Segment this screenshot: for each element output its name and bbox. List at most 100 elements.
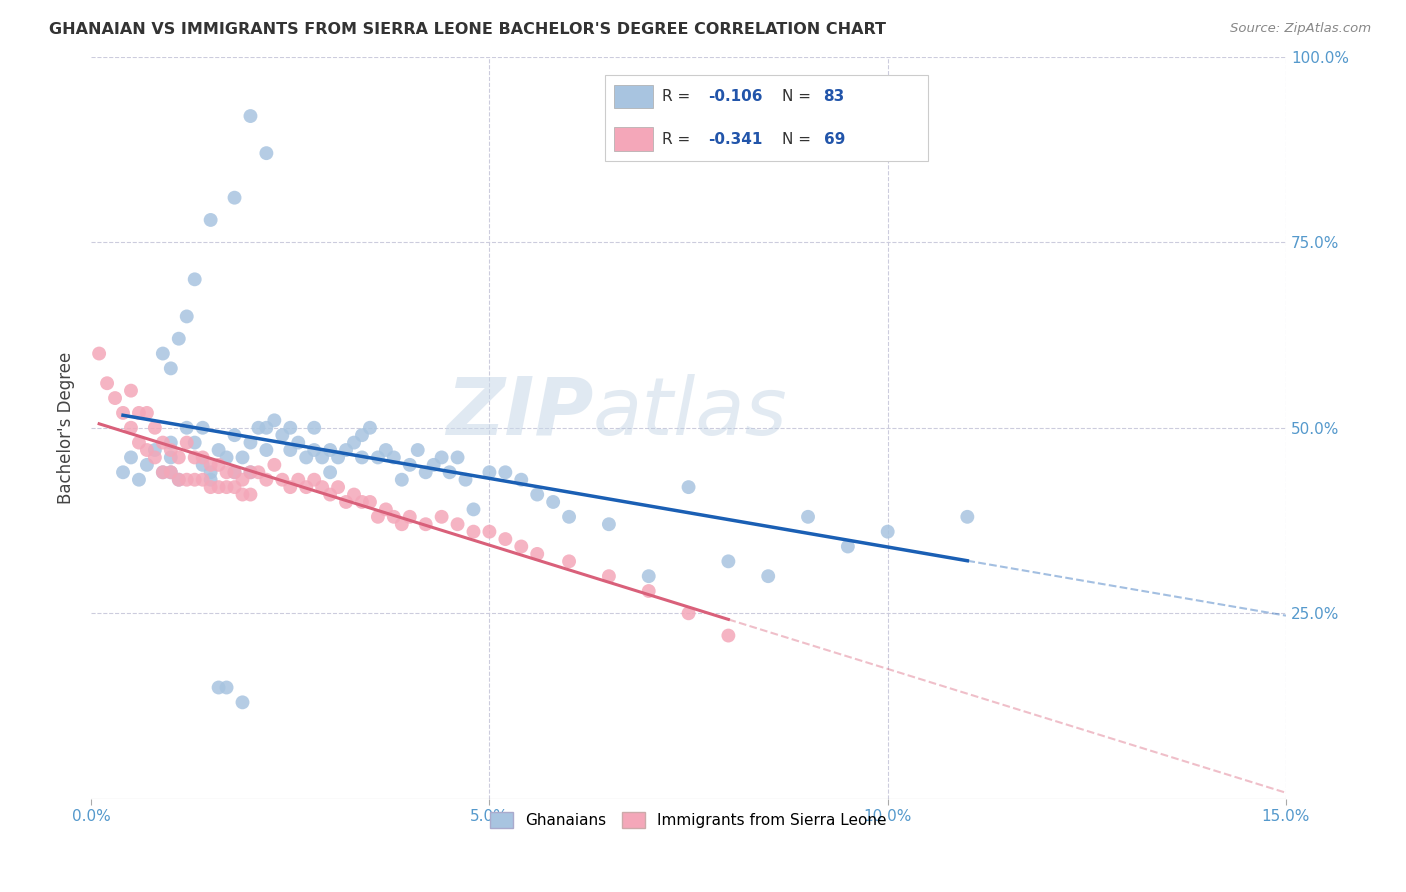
Point: [319, 443, 342, 458]
Point: [350, 495, 373, 509]
Point: [200, 480, 222, 494]
Point: [215, 681, 238, 695]
Point: [302, 421, 325, 435]
Point: [319, 465, 342, 479]
Point: [717, 554, 740, 568]
Point: [152, 465, 174, 479]
Point: [398, 458, 420, 472]
Point: [167, 450, 190, 465]
FancyBboxPatch shape: [614, 128, 652, 151]
Point: [128, 473, 150, 487]
Point: [446, 517, 468, 532]
Point: [191, 458, 214, 472]
FancyBboxPatch shape: [614, 85, 652, 109]
Point: [143, 421, 166, 435]
Point: [207, 681, 229, 695]
Point: [200, 473, 222, 487]
Point: [143, 443, 166, 458]
Point: [374, 443, 396, 458]
Point: [239, 109, 262, 123]
Point: [382, 509, 405, 524]
Point: [359, 421, 381, 435]
Point: [200, 458, 222, 472]
Point: [494, 465, 516, 479]
Point: [183, 450, 205, 465]
Point: [558, 509, 581, 524]
Point: [215, 480, 238, 494]
Point: [295, 450, 318, 465]
Point: [598, 517, 620, 532]
Point: [287, 473, 309, 487]
Point: [247, 465, 270, 479]
Point: [319, 487, 342, 501]
Point: [111, 465, 134, 479]
Point: [183, 473, 205, 487]
Text: 83: 83: [824, 89, 845, 104]
Point: [207, 480, 229, 494]
Point: [876, 524, 898, 539]
Text: R =: R =: [662, 89, 696, 104]
Point: [350, 428, 373, 442]
Point: [278, 421, 301, 435]
Point: [382, 450, 405, 465]
Point: [678, 480, 700, 494]
Point: [254, 473, 277, 487]
Point: [152, 465, 174, 479]
Point: [183, 272, 205, 286]
Point: [343, 435, 366, 450]
Point: [510, 540, 533, 554]
Point: [637, 569, 659, 583]
Point: [287, 435, 309, 450]
Point: [128, 435, 150, 450]
Point: [374, 502, 396, 516]
Point: [478, 465, 501, 479]
Point: [167, 473, 190, 487]
Point: [191, 473, 214, 487]
Point: [263, 413, 285, 427]
Point: [311, 450, 333, 465]
Point: [231, 473, 253, 487]
Point: [159, 450, 181, 465]
Point: [96, 376, 118, 391]
Point: [422, 458, 444, 472]
Point: [120, 450, 142, 465]
Point: [191, 421, 214, 435]
Text: ZIP: ZIP: [446, 374, 593, 452]
Point: [756, 569, 779, 583]
Point: [135, 443, 157, 458]
Point: [271, 428, 294, 442]
Point: [717, 629, 740, 643]
Point: [797, 509, 820, 524]
Point: [176, 421, 198, 435]
Point: [159, 443, 181, 458]
Point: [239, 435, 262, 450]
Point: [159, 435, 181, 450]
Point: [558, 554, 581, 568]
Point: [446, 450, 468, 465]
Text: GHANAIAN VS IMMIGRANTS FROM SIERRA LEONE BACHELOR'S DEGREE CORRELATION CHART: GHANAIAN VS IMMIGRANTS FROM SIERRA LEONE…: [49, 22, 886, 37]
Point: [678, 607, 700, 621]
Point: [183, 435, 205, 450]
Point: [541, 495, 564, 509]
Point: [128, 406, 150, 420]
Point: [302, 443, 325, 458]
Point: [391, 517, 413, 532]
Point: [200, 465, 222, 479]
Point: [231, 487, 253, 501]
Point: [956, 509, 979, 524]
Point: [159, 465, 181, 479]
Point: [207, 458, 229, 472]
FancyBboxPatch shape: [605, 75, 928, 161]
Text: -0.106: -0.106: [707, 89, 762, 104]
Point: [120, 384, 142, 398]
Point: [263, 458, 285, 472]
Point: [439, 465, 461, 479]
Point: [254, 421, 277, 435]
Point: [526, 487, 548, 501]
Point: [326, 450, 349, 465]
Point: [391, 473, 413, 487]
Point: [224, 428, 246, 442]
Point: [215, 450, 238, 465]
Point: [510, 473, 533, 487]
Point: [254, 443, 277, 458]
